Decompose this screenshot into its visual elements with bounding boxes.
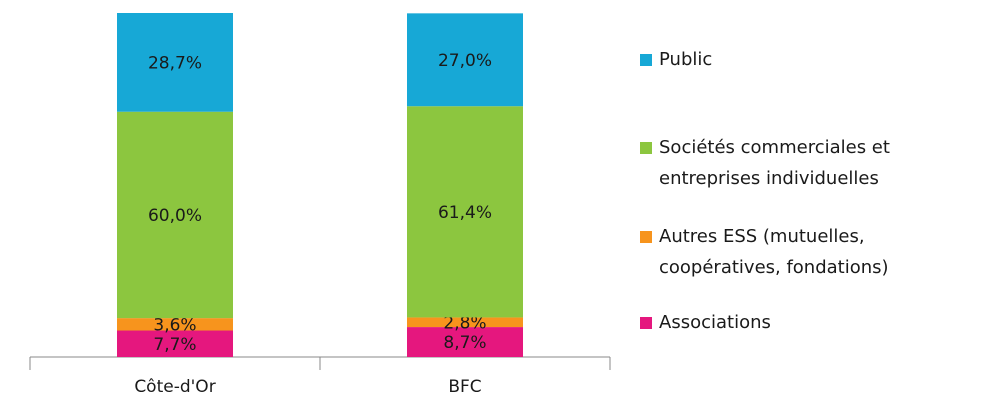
data-label: 3,6% [153,315,196,335]
bar-segment [117,330,233,357]
legend-item: Autres ESS (mutuelles, coopératives, fon… [640,221,970,283]
legend-swatch [640,142,652,154]
legend-swatch [640,317,652,329]
legend-item: Public [640,44,970,75]
bar-segment [407,13,523,107]
legend-label: Autres ESS (mutuelles, coopératives, fon… [659,226,889,278]
data-label: 7,7% [153,335,196,355]
legend-label: Associations [659,312,771,333]
x-tick-label: Côte-d'Or [134,377,215,397]
data-label: 28,7% [148,53,202,73]
data-label: 27,0% [438,51,492,71]
legend-swatch [640,231,652,243]
bar-segment [117,111,233,319]
legend-label: Public [659,49,713,70]
legend-swatch [640,54,652,66]
bar-segment [407,327,523,357]
legend-item: Associations [640,307,970,338]
bar-segment [407,106,523,318]
bar-segment [117,13,233,112]
legend-item: Sociétés commerciales et entreprises ind… [640,132,970,194]
bar-segment [407,317,523,328]
x-tick-label: BFC [448,377,481,397]
data-label: 8,7% [443,333,486,353]
data-label: 60,0% [148,206,202,226]
bar-segment [117,318,233,331]
data-label: 2,8% [443,313,486,333]
data-label: 61,4% [438,203,492,223]
legend-label: Sociétés commerciales et entreprises ind… [659,137,890,189]
